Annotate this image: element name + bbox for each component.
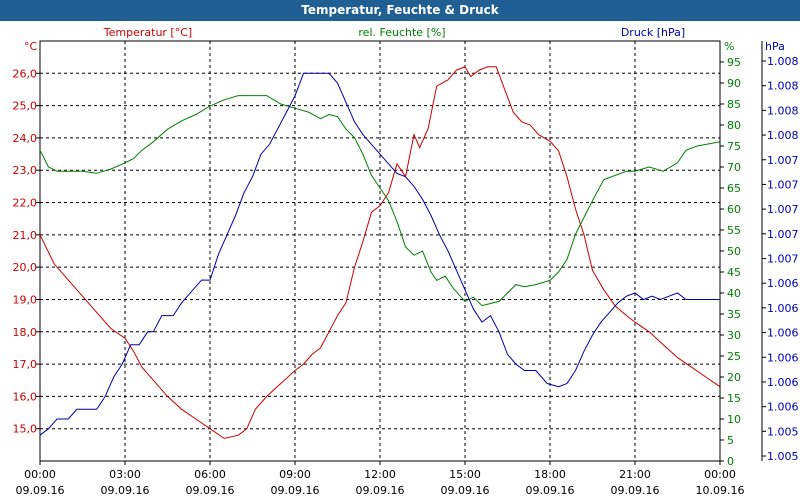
y-right-tick-label: 1.007 [767, 203, 799, 216]
y-left-tick-label: 24,0 [13, 132, 38, 145]
x-tick-label-time: 03:00 [109, 468, 141, 481]
y-left-tick-label: 23,0 [13, 164, 38, 177]
y-right-tick-label: 1.007 [767, 228, 799, 241]
x-tick-label-date: 09.09.16 [101, 484, 150, 497]
y-middle-tick-label: 15 [727, 392, 741, 405]
x-tick-label-date: 09.09.16 [356, 484, 405, 497]
y-right-tick-label: 1.006 [767, 302, 799, 315]
y-middle-tick-label: 10 [727, 413, 741, 426]
x-tick-label-time: 06:00 [194, 468, 226, 481]
middle-axis-unit: % [724, 40, 734, 53]
y-right-tick-label: 1.008 [767, 129, 799, 142]
left-axis-unit: °C [24, 40, 38, 53]
y-middle-tick-label: 30 [727, 329, 741, 342]
humidity-line [39, 95, 721, 307]
x-tick-label-time: 00:00 [704, 468, 736, 481]
x-tick-label-time: 09:00 [279, 468, 311, 481]
y-middle-tick-label: 55 [727, 224, 741, 237]
y-right-tick-label: 1.006 [767, 351, 799, 364]
axes: 00:00 09.09.16 03:00 09.09.16 06:00 09.09.16 0… [13, 41, 799, 497]
x-tick-label-date: 09.09.16 [16, 484, 65, 497]
series-lines [39, 66, 721, 439]
y-middle-tick-label: 40 [727, 287, 741, 300]
grid [40, 41, 720, 461]
x-tick-label-time: 12:00 [364, 468, 396, 481]
y-left-tick-label: 26,0 [13, 67, 38, 80]
temperature-series-label: Temperatur [°C] [103, 26, 192, 39]
y-right-tick-label: 1.008 [767, 55, 799, 68]
x-tick-label-date: 09.09.16 [186, 484, 235, 497]
x-tick-label-time: 15:00 [449, 468, 481, 481]
pressure-line [39, 72, 720, 436]
humidity-series-label: rel. Feuchte [%] [358, 26, 445, 39]
chart-title: Temperatur, Feuchte & Druck [0, 0, 800, 21]
y-middle-tick-label: 25 [727, 350, 741, 363]
y-middle-tick-label: 35 [727, 308, 741, 321]
y-right-tick-label: 1.005 [767, 450, 799, 463]
y-left-tick-label: 22,0 [13, 197, 38, 210]
y-right-tick-label: 1.006 [767, 327, 799, 340]
y-middle-tick-label: 20 [727, 371, 741, 384]
y-middle-tick-label: 70 [727, 161, 741, 174]
y-left-tick-label: 19,0 [13, 293, 38, 306]
y-right-tick-label: 1.006 [767, 277, 799, 290]
y-left-tick-label: 20,0 [13, 261, 38, 274]
y-right-tick-label: 1.008 [767, 104, 799, 117]
right-axis-unit: hPa [765, 40, 785, 53]
x-tick-label-date: 10.09.16 [696, 484, 745, 497]
x-tick-label-time: 00:00 [24, 468, 56, 481]
y-right-tick-label: 1.005 [767, 425, 799, 438]
y-middle-tick-label: 95 [727, 56, 741, 69]
y-middle-tick-label: 60 [727, 203, 741, 216]
y-right-tick-label: 1.006 [767, 376, 799, 389]
y-right-tick-label: 1.007 [767, 178, 799, 191]
y-middle-tick-label: 5 [727, 434, 734, 447]
y-middle-tick-label: 0 [727, 455, 734, 468]
x-tick-label-date: 09.09.16 [611, 484, 660, 497]
y-right-tick-label: 1.006 [767, 401, 799, 414]
y-left-tick-label: 21,0 [13, 229, 38, 242]
y-middle-tick-label: 75 [727, 140, 741, 153]
pressure-series-label: Druck [hPa] [621, 26, 685, 39]
x-tick-label-date: 09.09.16 [441, 484, 490, 497]
y-middle-tick-label: 50 [727, 245, 741, 258]
y-left-tick-label: 16,0 [13, 390, 38, 403]
y-right-tick-label: 1.008 [767, 80, 799, 93]
y-middle-tick-label: 45 [727, 266, 741, 279]
y-right-tick-label: 1.007 [767, 154, 799, 167]
y-middle-tick-label: 80 [727, 119, 741, 132]
x-tick-label-time: 21:00 [619, 468, 651, 481]
y-right-tick-label: 1.007 [767, 253, 799, 266]
y-middle-tick-label: 90 [727, 77, 741, 90]
y-left-tick-label: 18,0 [13, 326, 38, 339]
y-left-tick-label: 25,0 [13, 100, 38, 113]
x-tick-label-date: 09.09.16 [526, 484, 575, 497]
temperature-line [39, 66, 721, 439]
x-tick-label-time: 18:00 [534, 468, 566, 481]
y-middle-tick-label: 85 [727, 98, 741, 111]
y-left-tick-label: 17,0 [13, 358, 38, 371]
y-left-tick-label: 15,0 [13, 423, 38, 436]
y-middle-tick-label: 65 [727, 182, 741, 195]
x-tick-label-date: 09.09.16 [271, 484, 320, 497]
